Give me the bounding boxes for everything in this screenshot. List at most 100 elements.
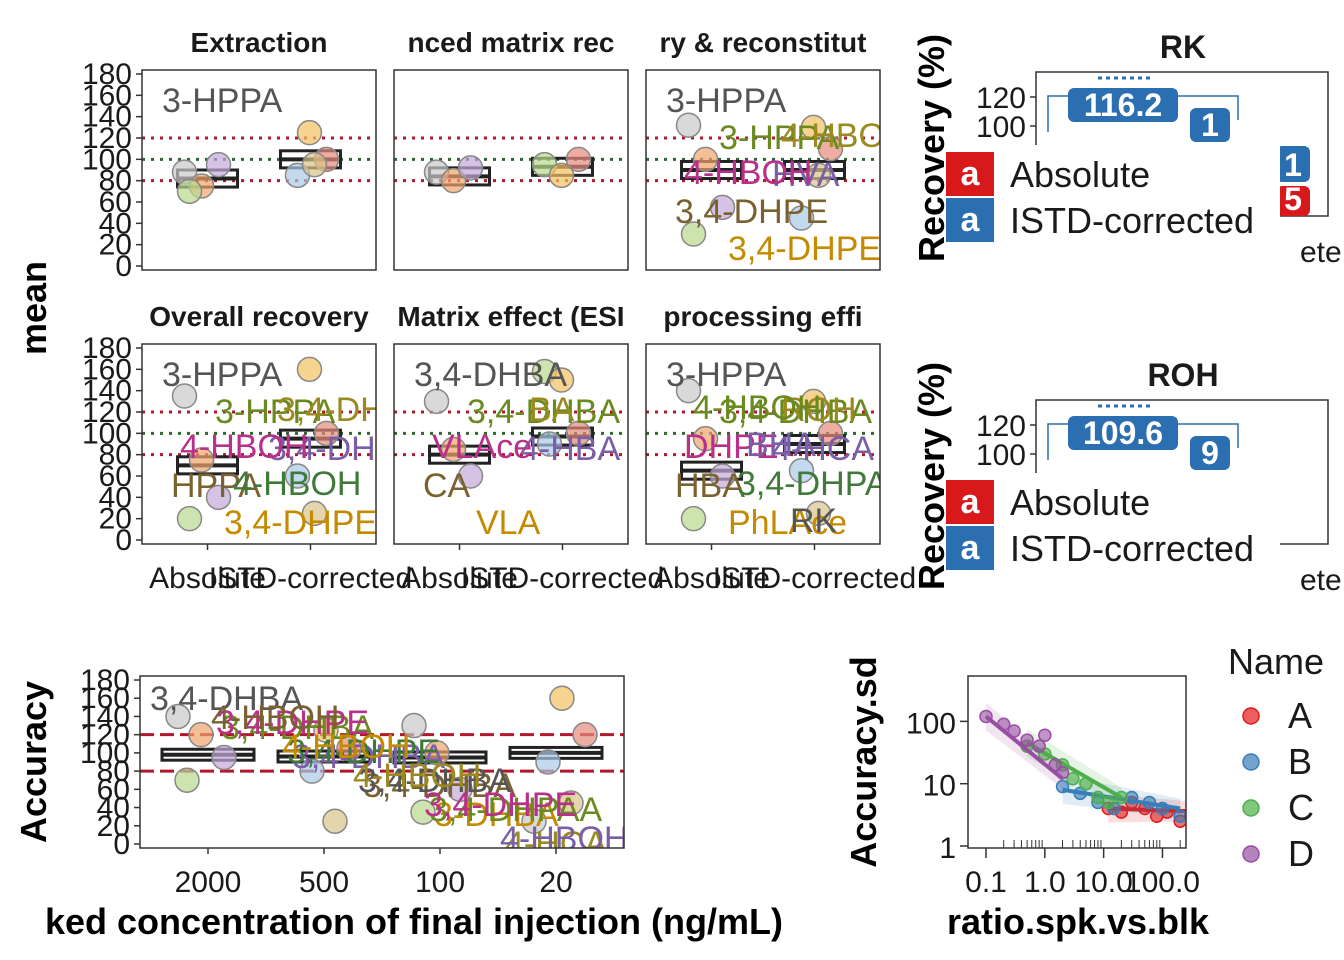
data-point: [336, 735, 362, 762]
point-label: 3,4-DHPE: [277, 391, 430, 429]
facet-marks: 3-HPPA3-HPPA3,4-DHBAHPPA3,4-DHPE3,4-DHPE…: [162, 356, 430, 542]
scatter-marks: [979, 702, 1186, 828]
data-point: [174, 767, 200, 793]
facet-marks: 3-HPPA3-HPPAHVA3,4-DHPE3,4-DHPE4-HBOH4-H…: [666, 82, 880, 268]
data-point: [680, 505, 707, 532]
data-point: [1101, 795, 1116, 810]
legend-swatch: [946, 198, 994, 242]
data-point: [176, 178, 203, 205]
facet-panel: Overall recovery3-HPPA3-HPPA3,4-DHBAHPPA…: [82, 301, 430, 595]
point-label: 3,4-DHBA: [292, 738, 445, 776]
data-point: [680, 221, 707, 247]
point-label: VLAce: [432, 428, 532, 466]
data-point: [301, 151, 328, 178]
data-point: [1020, 733, 1034, 747]
facet-marks: [423, 146, 594, 194]
data-point: [800, 388, 827, 415]
point-label: 3-HPPA: [719, 119, 840, 157]
panel-border: [141, 343, 377, 545]
x-tick-label: 100: [415, 866, 465, 899]
data-point: [548, 162, 575, 189]
value-badge: [1190, 108, 1230, 142]
facet-strip-title: processing effi: [663, 301, 862, 332]
y-tick-label: 140: [80, 700, 130, 733]
data-point: [171, 383, 198, 409]
point-label: 4-HCA: [505, 825, 607, 863]
y-tick-label: 80: [99, 165, 132, 198]
point-label: 3,4-DHPE: [287, 733, 440, 771]
y-tick-label: 80: [97, 755, 130, 788]
data-point: [1032, 739, 1046, 753]
x-tick-label: ISTD-corrected: [209, 562, 412, 595]
data-point: [565, 420, 592, 447]
data-point: [176, 505, 203, 532]
point-label: DHPE: [684, 428, 778, 466]
facet-strip-title: nced matrix rec: [408, 27, 615, 58]
value-badge-label: 1: [1201, 107, 1219, 143]
data-point: [1142, 795, 1157, 810]
data-point: [788, 205, 815, 231]
legend-swatch-label: a: [961, 483, 981, 521]
data-point: [675, 112, 702, 138]
data-point: [536, 431, 563, 457]
x-tick-label: 2000: [175, 866, 242, 899]
panel-border: [141, 69, 377, 271]
point-label: 3,4-DHPE: [216, 704, 369, 742]
y-tick-label: 100: [976, 111, 1026, 144]
y-tick-label: 0: [115, 250, 132, 283]
point-label: 4-HBOH: [233, 465, 361, 503]
legend-label: A: [1288, 695, 1312, 736]
y-tick-label: 20: [97, 810, 130, 843]
value-badge-label: 1: [1284, 147, 1302, 183]
data-point: [296, 119, 323, 146]
data-point: [549, 685, 575, 711]
x-tick-label: ete: [1300, 564, 1342, 597]
bar-panel-title: RK: [1160, 29, 1206, 65]
legend-swatch: [946, 480, 994, 524]
point-label: HBA: [675, 467, 745, 505]
data-point: [1038, 728, 1052, 742]
legend-swatch-label: a: [961, 155, 981, 193]
data-point: [979, 709, 993, 724]
y-tick-label: 40: [99, 481, 132, 514]
data-point: [692, 146, 719, 173]
x-tick-label: Absolute: [401, 562, 518, 595]
point-label: 3-HPPA: [215, 393, 336, 431]
legend-label: C: [1288, 787, 1314, 828]
x-tick-label: 20: [539, 866, 572, 899]
point-label: 3,4-DHBA: [363, 767, 516, 805]
legend-label: B: [1288, 741, 1312, 782]
y-tick-label: 140: [82, 101, 132, 134]
y-tick-label: 40: [97, 792, 130, 825]
point-label: 3,4-DHBA: [358, 762, 511, 800]
data-point: [558, 790, 584, 816]
point-label: 3,4-DHBA: [467, 393, 620, 431]
data-point: [1114, 790, 1129, 805]
point-label: 3-HPPA: [162, 82, 283, 120]
legend-key: [1242, 753, 1260, 771]
panel-border: [393, 343, 629, 545]
bar-y-axis-title: Recovery (%): [911, 362, 952, 590]
legend-label: Absolute: [1010, 482, 1150, 523]
point-label: 3,4-DHBA: [414, 356, 567, 394]
point-label: 4-HBOH: [180, 428, 308, 466]
data-point: [165, 703, 191, 730]
data-point: [996, 717, 1011, 731]
point-label: 3-HPPA: [666, 356, 787, 394]
data-point: [401, 712, 427, 739]
data-point: [1079, 776, 1093, 791]
point-label: 4-HBOH: [500, 820, 628, 858]
point-label: 4-HBOH: [684, 154, 812, 192]
legend-label: Absolute: [1010, 154, 1150, 195]
y-tick-label: 100: [976, 439, 1026, 472]
y-tick-label: 160: [80, 682, 130, 715]
point-label: 3,4-DHBA: [719, 393, 872, 431]
y-tick-label: 60: [99, 186, 132, 219]
legend-title: Name: [1228, 641, 1324, 682]
data-point: [313, 420, 340, 447]
value-badge-label: 9: [1201, 435, 1219, 471]
y-tick-label: 120: [976, 82, 1026, 115]
data-point: [548, 367, 575, 393]
data-point: [817, 135, 844, 162]
